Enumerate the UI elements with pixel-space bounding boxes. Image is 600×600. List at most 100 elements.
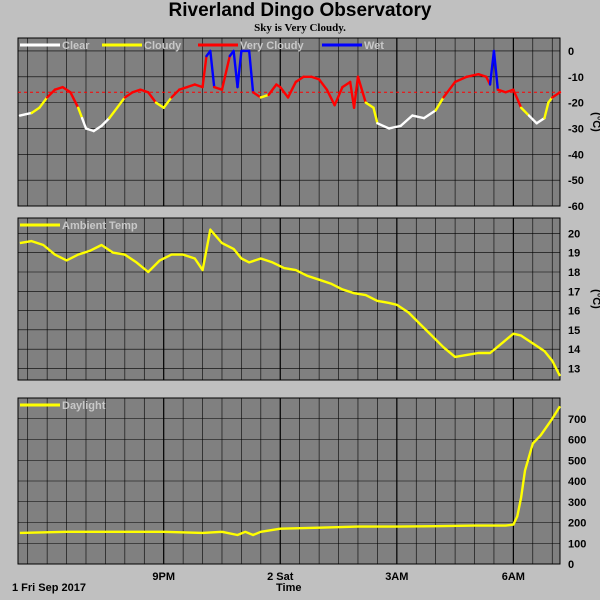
series-segment — [492, 49, 500, 91]
series-segment — [108, 106, 119, 120]
chart-panel-1: 0 -10 -20 -30 -40 -50 -60 (°C) Clear Cloudy Very C… — [17, 37, 600, 213]
y-tick-label: 16 — [568, 306, 580, 318]
series-segment — [267, 83, 278, 97]
series-segment — [259, 93, 270, 99]
y-tick-label: 300 — [568, 497, 586, 509]
y-axis-label: (°C) — [590, 112, 600, 132]
series-segment — [77, 106, 84, 120]
series-segment — [364, 101, 375, 109]
x-axis-label: Time — [276, 582, 302, 594]
series-segment — [372, 106, 379, 125]
series-segment — [294, 75, 305, 84]
series-segment — [18, 111, 33, 117]
series-segment — [45, 88, 57, 99]
series-segment — [139, 88, 150, 94]
y-tick-label: 700 — [568, 414, 586, 426]
series-segment — [193, 83, 204, 89]
series-segment — [220, 54, 231, 91]
series-segment — [84, 127, 95, 133]
y-tick-label: -20 — [568, 98, 584, 110]
series-segment — [251, 91, 263, 99]
series-segment — [527, 114, 538, 125]
series-segment — [232, 49, 239, 89]
series-segment — [399, 114, 414, 128]
series-segment — [465, 72, 480, 78]
legend-label: Wet — [364, 40, 384, 52]
series-segment — [453, 75, 468, 84]
series-segment — [341, 80, 352, 89]
series-segment — [53, 85, 64, 91]
series-segment — [310, 75, 321, 81]
series-segment — [185, 83, 196, 89]
series-segment — [80, 116, 88, 130]
series-segment — [178, 85, 189, 91]
series-segment — [376, 122, 391, 130]
y-tick-label: 100 — [568, 538, 586, 550]
series-segment — [411, 114, 426, 120]
legend-label: Daylight — [62, 400, 106, 412]
series-segment — [496, 88, 507, 94]
series-segment — [551, 91, 562, 99]
x-tick-label: 6AM — [502, 571, 525, 583]
y-tick-label: 20 — [568, 228, 580, 240]
series-segment — [115, 96, 127, 109]
legend-label: Very Cloudy — [240, 40, 304, 52]
series-segment — [100, 116, 111, 128]
series-segment — [69, 91, 80, 109]
series-segment — [146, 91, 158, 104]
date-label: 1 Fri Sep 2017 — [12, 582, 86, 594]
page-title: Riverland Dingo Observatory — [168, 0, 432, 21]
x-tick-label: 3AM — [385, 571, 408, 583]
series-segment — [61, 85, 72, 94]
y-tick-label: 13 — [568, 363, 580, 375]
series-segment — [236, 49, 243, 89]
series-segment — [442, 80, 457, 99]
series-segment — [279, 85, 290, 99]
series-segment — [333, 85, 344, 107]
chart-panel-3: 700 600 500 400 300 200 100 0 9PM 2 Sat 3AM 6AM Dayl… — [17, 397, 586, 583]
series-segment — [477, 72, 488, 78]
y-tick-label: 15 — [568, 325, 580, 337]
series-segment — [512, 88, 523, 109]
y-tick-label: -10 — [568, 72, 584, 84]
legend-label: Ambient Temp — [62, 220, 138, 232]
series-segment — [488, 49, 496, 86]
series-segment — [422, 109, 437, 120]
series-segment — [170, 88, 181, 99]
series-segment — [154, 101, 165, 109]
series-segment — [317, 78, 329, 91]
y-tick-label: 0 — [568, 559, 574, 571]
series-segment — [30, 106, 41, 115]
y-tick-label: 400 — [568, 476, 586, 488]
series-segment — [131, 88, 142, 94]
series-segment — [209, 49, 216, 89]
chart-panel-2: 20 19 18 17 16 15 14 13 (°C) Ambient Temp — [17, 217, 600, 381]
series-segment — [38, 96, 49, 109]
series-segment — [352, 75, 360, 109]
y-tick-label: -40 — [568, 149, 584, 161]
series-segment — [213, 85, 224, 91]
series-segment — [247, 49, 255, 94]
series-segment — [543, 101, 550, 120]
legend-label: Cloudy — [144, 40, 182, 52]
y-tick-label: -30 — [568, 123, 584, 135]
y-tick-label: 17 — [568, 286, 580, 298]
series-segment — [387, 124, 402, 130]
x-tick-label: 2 Sat — [267, 571, 294, 583]
series-segment — [356, 75, 367, 104]
page-subtitle: Sky is Very Cloudy. — [254, 22, 346, 34]
series-segment — [434, 96, 445, 112]
y-tick-label: 18 — [568, 267, 580, 279]
series-segment — [92, 124, 103, 133]
y-axis-label: (°C) — [590, 289, 600, 309]
y-tick-label: 600 — [568, 435, 586, 447]
plot-area — [17, 37, 561, 207]
series-segment — [535, 116, 546, 125]
y-tick-label: 0 — [568, 46, 574, 58]
series-segment — [286, 80, 297, 99]
legend-label: Clear — [62, 40, 90, 52]
y-tick-label: 500 — [568, 455, 586, 467]
plot-area — [17, 217, 561, 381]
x-tick-label: 9PM — [152, 571, 175, 583]
